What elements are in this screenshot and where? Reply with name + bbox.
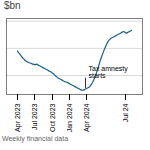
svg-text:Jul 2023: Jul 2023 bbox=[31, 103, 38, 130]
svg-text:Oct 2023: Oct 2023 bbox=[49, 103, 56, 132]
svg-text:Tax amnestystarts: Tax amnestystarts bbox=[89, 65, 129, 79]
svg-text:Jul 24: Jul 24 bbox=[122, 103, 129, 122]
html-text:$bn: $bn bbox=[4, 0, 21, 11]
svg-text:Apr 2024: Apr 2024 bbox=[83, 103, 91, 132]
svg-text:Apr 2023: Apr 2023 bbox=[14, 103, 22, 132]
svg-text:Jan 2024: Jan 2024 bbox=[66, 103, 73, 132]
html-text:Weekly financial data: Weekly financial data bbox=[2, 135, 68, 142]
